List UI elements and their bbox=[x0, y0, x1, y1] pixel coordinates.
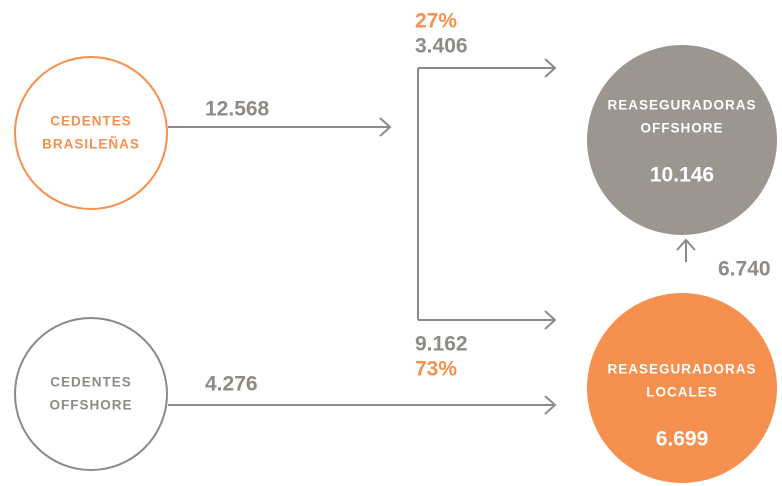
flow-label: 4.276 bbox=[205, 373, 258, 396]
arrow bbox=[417, 58, 557, 330]
node-label: LOCALES bbox=[646, 385, 718, 400]
node-label: OFFSHORE bbox=[49, 398, 132, 413]
flow-share: 27% bbox=[415, 10, 457, 33]
node-label: OFFSHORE bbox=[640, 121, 723, 136]
node-label: REASEGURADORAS bbox=[607, 98, 756, 113]
arrow bbox=[676, 238, 696, 262]
node-value: 10.146 bbox=[650, 164, 714, 187]
flow-label: 12.568 bbox=[205, 98, 270, 121]
arrow bbox=[168, 395, 557, 415]
node-circle bbox=[587, 293, 777, 483]
node-value: 6.699 bbox=[656, 428, 709, 451]
flow-label: 9.162 bbox=[415, 333, 468, 356]
arrows bbox=[168, 58, 696, 415]
flow-share: 73% bbox=[415, 358, 457, 381]
node-label: CEDENTES bbox=[50, 114, 132, 129]
flow-label: 3.406 bbox=[415, 35, 468, 58]
flow-label: 6.740 bbox=[718, 258, 771, 281]
arrow bbox=[168, 117, 392, 137]
node-label: BRASILEÑAS bbox=[42, 137, 140, 152]
node-label: CEDENTES bbox=[50, 375, 132, 390]
node-circle bbox=[14, 317, 168, 471]
node-circle bbox=[14, 56, 168, 210]
node-circle bbox=[587, 45, 777, 235]
node-label: REASEGURADORAS bbox=[607, 362, 756, 377]
